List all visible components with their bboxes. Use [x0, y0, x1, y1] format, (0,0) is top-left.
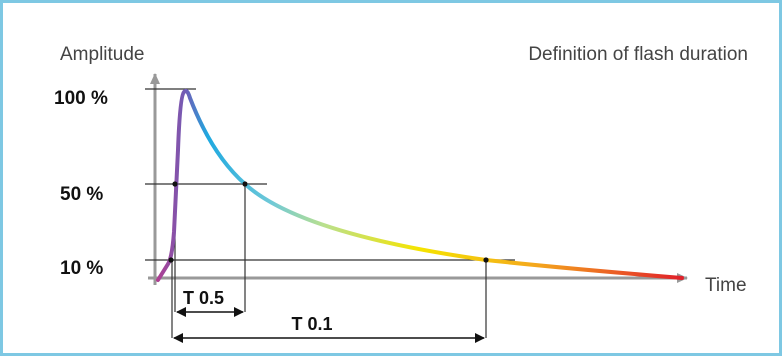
level-label-50: 50 %	[60, 184, 103, 205]
marker-10-rise	[168, 257, 174, 263]
duration-label-t05: T 0.5	[183, 288, 224, 308]
level-label-100: 100 %	[54, 88, 108, 109]
x-axis-label: Time	[705, 275, 747, 296]
marker-10-fall	[483, 257, 489, 263]
marker-50-rise	[172, 181, 178, 187]
flash-curve	[156, 88, 684, 282]
y-axis-label: Amplitude	[60, 44, 145, 65]
diagram-title: Definition of flash duration	[528, 44, 748, 65]
marker-50-fall	[242, 181, 248, 187]
level-label-10: 10 %	[60, 258, 103, 279]
duration-label-t01: T 0.1	[291, 314, 332, 334]
